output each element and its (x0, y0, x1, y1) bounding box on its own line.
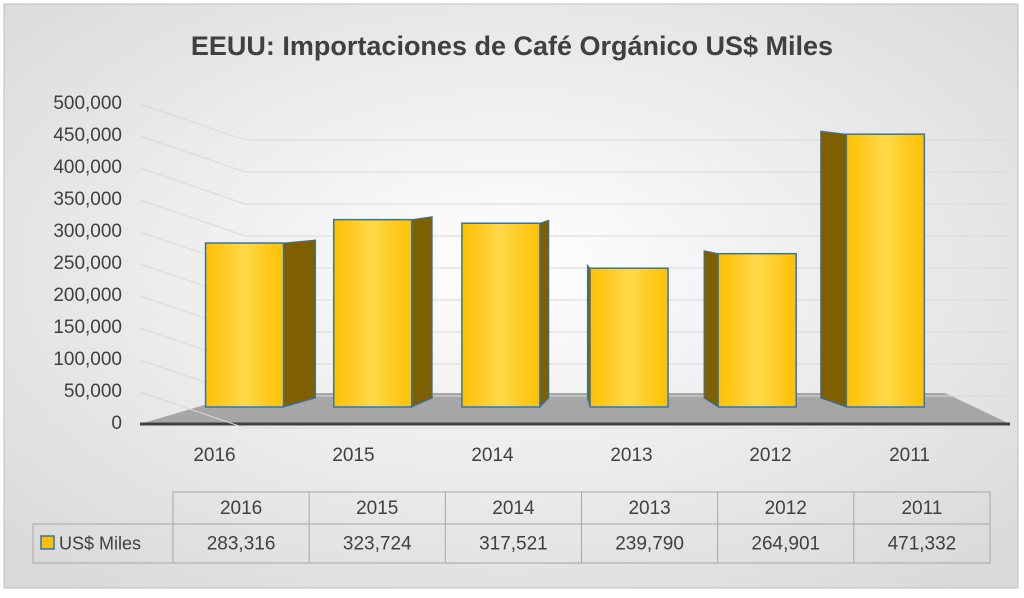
table-header: 2016 (220, 498, 262, 519)
bar-side (283, 239, 317, 408)
x-tick-label: 2012 (749, 445, 791, 466)
table-value: 317,521 (479, 534, 548, 555)
y-tick-label: 200,000 (53, 285, 122, 306)
bar (461, 222, 541, 408)
x-tick-label: 2013 (610, 445, 652, 466)
table-value: 323,724 (343, 534, 412, 555)
bar-side (820, 130, 847, 408)
legend-key (40, 535, 55, 550)
table-value: 264,901 (751, 534, 820, 555)
y-tick-label: 100,000 (53, 349, 122, 370)
bar-side (539, 219, 550, 409)
y-tick-label: 300,000 (53, 221, 122, 242)
y-tick-label: 50,000 (64, 381, 122, 402)
legend-label: US$ Miles (59, 533, 141, 553)
grid-line (139, 135, 1010, 173)
y-tick-label: 500,000 (53, 93, 122, 114)
table-header: 2011 (901, 498, 942, 519)
bar (204, 242, 285, 408)
table-header: 2012 (765, 498, 807, 519)
bar (717, 252, 797, 408)
x-tick-label: 2014 (471, 445, 514, 466)
y-tick-label: 150,000 (53, 317, 122, 338)
table-value: 239,790 (615, 534, 684, 555)
grid-line (139, 167, 1010, 205)
bar-side (411, 216, 433, 408)
table-border (32, 523, 991, 564)
grid-line (139, 391, 1010, 429)
bar (332, 218, 413, 408)
bar (589, 267, 669, 408)
x-tick-label: 2015 (332, 445, 374, 466)
x-tick-label: 2011 (889, 445, 930, 466)
table-header: 2014 (492, 498, 535, 519)
table-header: 2013 (628, 498, 670, 519)
chart-title: EEUU: Importaciones de Café Orgánico US$… (191, 31, 833, 61)
bar (845, 133, 926, 408)
table-header: 2015 (356, 498, 398, 519)
y-tick-label: 450,000 (53, 125, 122, 146)
y-tick-label: 250,000 (53, 253, 122, 274)
y-tick-label: 400,000 (53, 157, 122, 178)
bar-side (703, 250, 719, 408)
table-value: 283,316 (207, 534, 276, 555)
y-tick-label: 0 (111, 413, 122, 434)
grid-line (139, 199, 1010, 237)
y-tick-label: 350,000 (53, 189, 122, 210)
table-value: 471,332 (888, 534, 957, 555)
x-tick-label: 2016 (193, 445, 235, 466)
grid-line (139, 103, 1010, 141)
